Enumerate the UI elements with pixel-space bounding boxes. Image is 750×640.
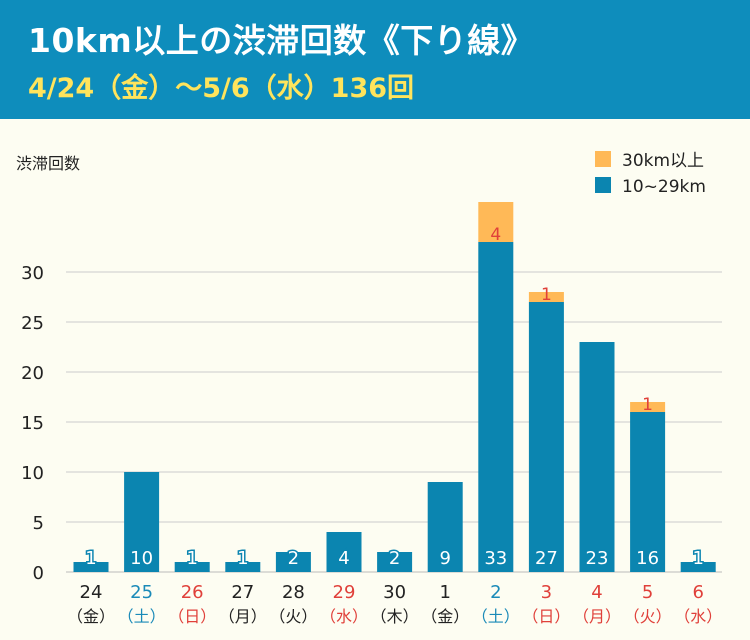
data-label-10-29km: 33 [484,548,507,569]
data-label-10-29km: 2 [389,548,400,569]
bar-10-29km [478,242,514,572]
legend-label-30km-plus: 30km以上 [622,151,704,171]
bar-10-29km [174,562,210,572]
x-tick-day: 29 [333,582,356,603]
bar-10-29km [579,342,615,572]
data-label-10-29km: 23 [586,548,609,569]
x-tick-day: 6 [692,582,703,603]
bar-30km-plus [478,202,514,242]
x-tick-day: 4 [591,582,602,603]
bar-10-29km [326,532,362,572]
data-label-10-29km: 27 [535,548,558,569]
bar-10-29km [124,472,160,572]
data-label-10-29km: 1 [186,548,197,569]
x-tick-day: 5 [642,582,653,603]
data-label-10-29km: 1 [237,548,248,569]
data-label-10-29km: 2 [288,548,299,569]
y-axis-label: 渋滞回数 [16,154,80,173]
x-tick-day: 24 [80,582,103,603]
bar-10-29km [528,302,564,572]
data-label-10-29km: 1 [692,548,703,569]
data-label-30km-plus: 1 [642,395,653,415]
x-tick-weekday: （火） [624,607,672,626]
data-label-30km-plus: 4 [490,225,501,245]
x-tick-weekday: （木） [371,607,419,626]
chart-subtitle: 4/24（金）～5/6（水）136回 [28,73,415,104]
bars: 1 10 1 1 2 4 2 9 4 33 1 27 23 1 16 1 [73,202,716,572]
legend-swatch-30km-plus [595,151,611,167]
y-tick-label: 25 [21,313,44,334]
data-label-10-29km: 9 [439,548,450,569]
chart-title: 10km以上の渋滞回数《下り線》 [28,21,535,60]
x-tick-day: 25 [130,582,153,603]
legend-label-10-29km: 10~29km [622,177,706,197]
legend-swatch-10-29km [595,177,611,193]
data-label-10-29km: 4 [338,548,349,569]
y-tick-label: 5 [33,513,44,534]
x-tick-day: 1 [439,582,450,603]
x-tick-weekday: （月） [573,607,621,626]
legend: 30km以上 10~29km [595,151,706,197]
x-tick-weekday: （日） [522,607,570,626]
bar-10-29km [377,552,413,572]
chart-header: 10km以上の渋滞回数《下り線》 4/24（金）～5/6（水）136回 [0,0,750,119]
data-label-30km-plus: 1 [541,285,552,305]
x-tick-weekday: （金） [67,607,115,626]
bar-10-29km [275,552,311,572]
bar-30km-plus [528,292,564,302]
bar-10-29km [73,562,109,572]
y-tick-label: 20 [21,363,44,384]
data-label-10-29km: 1 [85,548,96,569]
bar-30km-plus [630,402,666,412]
x-tick-day: 2 [490,582,501,603]
y-tick-label: 10 [21,463,44,484]
x-tick-weekday: （土） [118,607,166,626]
y-tick-label: 15 [21,413,44,434]
x-tick-day: 3 [541,582,552,603]
x-tick-day: 27 [231,582,254,603]
x-axis-labels: 24（金）25（土）26（日）27（月）28（火）29（水）30（木）1（金）2… [67,582,722,626]
x-tick-weekday: （火） [269,607,317,626]
bar-10-29km [630,412,666,572]
data-label-10-29km: 16 [636,548,659,569]
bar-10-29km [427,482,463,572]
y-tick-label: 0 [33,563,44,584]
data-label-10-29km: 10 [130,548,153,569]
bar-10-29km [680,562,716,572]
grid-lines [66,271,722,573]
x-tick-weekday: （水） [674,607,722,626]
y-tick-label: 30 [21,263,44,284]
x-tick-day: 26 [181,582,204,603]
bar-10-29km [225,562,261,572]
x-tick-weekday: （水） [320,607,368,626]
x-tick-day: 28 [282,582,305,603]
y-axis-ticks: 0 5 10 15 20 25 30 [21,263,44,584]
x-tick-day: 30 [383,582,406,603]
x-tick-weekday: （金） [421,607,469,626]
x-tick-weekday: （月） [219,607,267,626]
x-tick-weekday: （日） [168,607,216,626]
x-tick-weekday: （土） [472,607,520,626]
